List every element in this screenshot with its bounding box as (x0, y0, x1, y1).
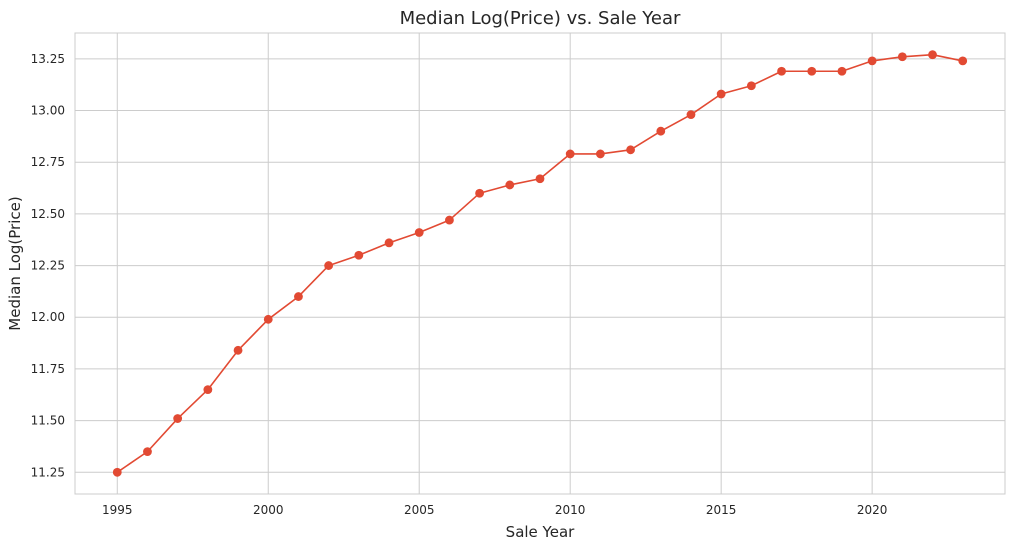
data-point (384, 238, 394, 248)
data-point (867, 56, 877, 66)
data-point (354, 250, 364, 260)
y-tick-label: 12.50 (31, 207, 65, 221)
data-point (626, 145, 635, 155)
y-tick-label: 11.25 (31, 465, 65, 479)
x-tick-label: 2020 (857, 503, 888, 517)
data-point (414, 228, 424, 237)
data-point (505, 180, 515, 190)
data-point (535, 174, 545, 184)
data-point (746, 81, 756, 91)
x-tick-label: 1995 (102, 503, 133, 517)
data-point (324, 261, 334, 270)
data-point (445, 215, 454, 225)
y-tick-label: 11.50 (31, 414, 65, 428)
y-tick-label: 12.00 (31, 310, 65, 324)
series (112, 50, 968, 477)
x-tick-label: 2005 (404, 503, 435, 517)
x-tick-label: 2000 (253, 503, 284, 517)
data-point (807, 66, 817, 76)
data-point (656, 126, 666, 136)
data-point (294, 292, 303, 301)
y-tick-label: 11.75 (31, 362, 65, 376)
data-point (263, 314, 273, 324)
data-point (112, 467, 122, 477)
data-point (475, 188, 485, 198)
data-point (716, 89, 726, 99)
data-point (143, 447, 152, 457)
x-tick-label: 2015 (706, 503, 737, 517)
data-point (686, 110, 696, 120)
series-line (116, 53, 963, 473)
y-tick-label: 12.75 (31, 155, 65, 169)
data-point (837, 66, 847, 76)
chart-title: Median Log(Price) vs. Sale Year (400, 8, 681, 29)
y-tick-label: 13.25 (31, 52, 65, 66)
y-tick-label: 13.00 (31, 104, 65, 118)
data-point (897, 52, 907, 62)
data-point (777, 66, 786, 76)
data-point (173, 414, 183, 423)
grid (75, 33, 1005, 494)
data-point (958, 56, 968, 66)
x-axis-label: Sale Year (506, 523, 575, 541)
data-point (565, 149, 575, 159)
x-tick-label: 2010 (555, 503, 586, 517)
plot-area-frame (74, 32, 1006, 495)
data-point (595, 149, 605, 159)
data-point (203, 385, 213, 395)
data-point (928, 50, 937, 60)
y-tick-label: 12.25 (31, 259, 65, 273)
tick-labels: 1995 2000 2005 2010 2015 2020 11.25 11.50 11.75 1… (31, 52, 888, 517)
y-axis-label: Median Log(Price) (6, 196, 24, 330)
data-point (233, 345, 243, 355)
